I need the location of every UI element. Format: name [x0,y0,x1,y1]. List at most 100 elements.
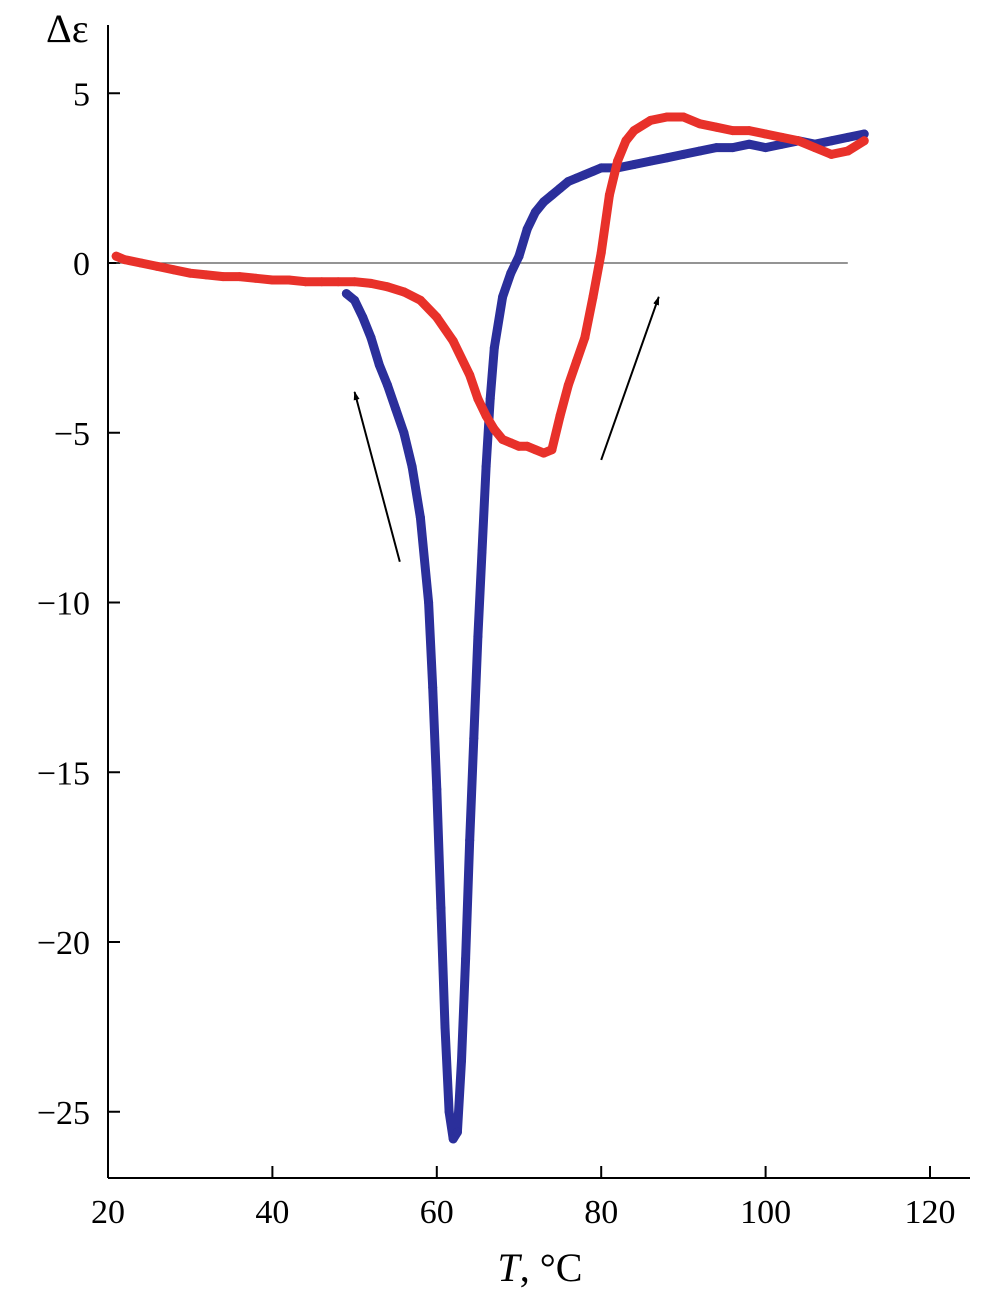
series-1-point [498,292,508,302]
series-2-point [580,333,590,343]
series-1-point [366,333,376,343]
series-2-point [728,126,738,136]
y-tick-label: −10 [37,586,90,623]
x-tick-label: 20 [91,1194,125,1231]
series-1-point [596,163,606,173]
y-tick-label: 0 [73,246,90,283]
series-1-point [859,129,869,139]
series-1-point [473,632,483,641]
series-2-point [465,370,475,380]
series-1-point [563,177,573,186]
y-tick-label: 5 [73,76,90,113]
series-2-point [514,441,524,451]
series-2-point [333,277,343,287]
series-2-point [596,248,606,258]
series-1-point [646,156,655,166]
x-axis-variable: T [498,1245,523,1290]
series-2-point [563,380,573,390]
series-1-point [399,428,409,438]
series-1-point [711,143,721,153]
series-1-point [374,360,384,370]
series-2-point [383,282,392,292]
series-1-point [539,197,549,207]
series-1-point [415,513,425,523]
series-2-point [489,424,499,434]
series-2-point [604,190,614,200]
direction-arrow-1 [353,391,401,563]
series-1-point [506,268,516,278]
series-2-point [251,273,261,283]
series-2-point [744,126,754,136]
series-1-point [391,404,401,414]
series-1-line [341,129,869,1144]
series-1-point [522,224,532,234]
series-1-point [350,295,360,305]
series-1-point [457,1056,466,1066]
series-1-point [461,954,471,964]
series-2-point [111,251,121,261]
series-2-point [588,292,598,302]
series-1-point [424,598,434,607]
y-tick-label: −15 [37,755,90,792]
series-2-point [415,295,425,305]
series-2-point [498,435,508,444]
series-1-point [826,136,836,146]
series-2-point [613,156,623,166]
series-2-point [843,146,853,156]
series-2-point [366,278,376,288]
series-1-point [572,173,581,183]
x-tick-label: 120 [905,1194,956,1231]
series-2-point [678,112,688,122]
series-1-point [469,733,479,743]
series-2-point [629,126,639,136]
series-2-point [300,277,310,287]
x-tick-label: 80 [584,1194,618,1231]
series-2-point [810,143,820,153]
series-1-point [444,1107,454,1117]
series-2-point [711,122,721,132]
series-2-point [136,258,146,268]
series-2-point [481,411,491,421]
axes: 20 40 60 80 100 120 5 0 −5 −10 −15 −20 −25 [37,25,970,1231]
series-2-point [185,268,195,278]
series-1-point [728,143,738,153]
series-2-point [572,357,581,366]
series-2-point [547,445,557,455]
y-tick-label: −5 [54,416,90,453]
series-1-point [358,312,368,322]
series-1-point [489,343,499,353]
series-2-point [530,445,540,455]
series-1-point [432,784,442,794]
series-2-point [761,129,771,139]
series-2-point [152,261,162,271]
x-tick-label: 40 [255,1194,289,1231]
series-1-point [407,462,417,472]
series-2-point [235,272,244,282]
series-1-point [662,153,672,163]
series-1-point [428,682,438,692]
series-1-point [383,380,392,390]
series-2-point [522,441,532,451]
series-2-point [794,136,803,146]
x-axis-unit: , °C [520,1245,583,1290]
series-1-point [436,903,446,913]
series-2-point [218,272,228,282]
x-axis-label: T, °C [498,1245,583,1290]
series-1-point [440,1022,450,1032]
series-1-point [465,835,475,845]
series-1-point [547,190,557,200]
series-1-point [341,289,351,299]
plot-area [111,112,869,1144]
series-2-point [448,336,458,346]
direction-arrow-2 [600,296,660,461]
series-1-point [695,146,705,156]
series-2-point [826,149,836,159]
series-2-point [119,255,129,265]
series-2-point [662,112,672,122]
series-1-point [448,1134,458,1144]
y-axis-label: Δε [46,6,89,51]
series-1-point [744,139,754,149]
series-1-point [678,149,688,159]
series-2-point [350,277,360,287]
